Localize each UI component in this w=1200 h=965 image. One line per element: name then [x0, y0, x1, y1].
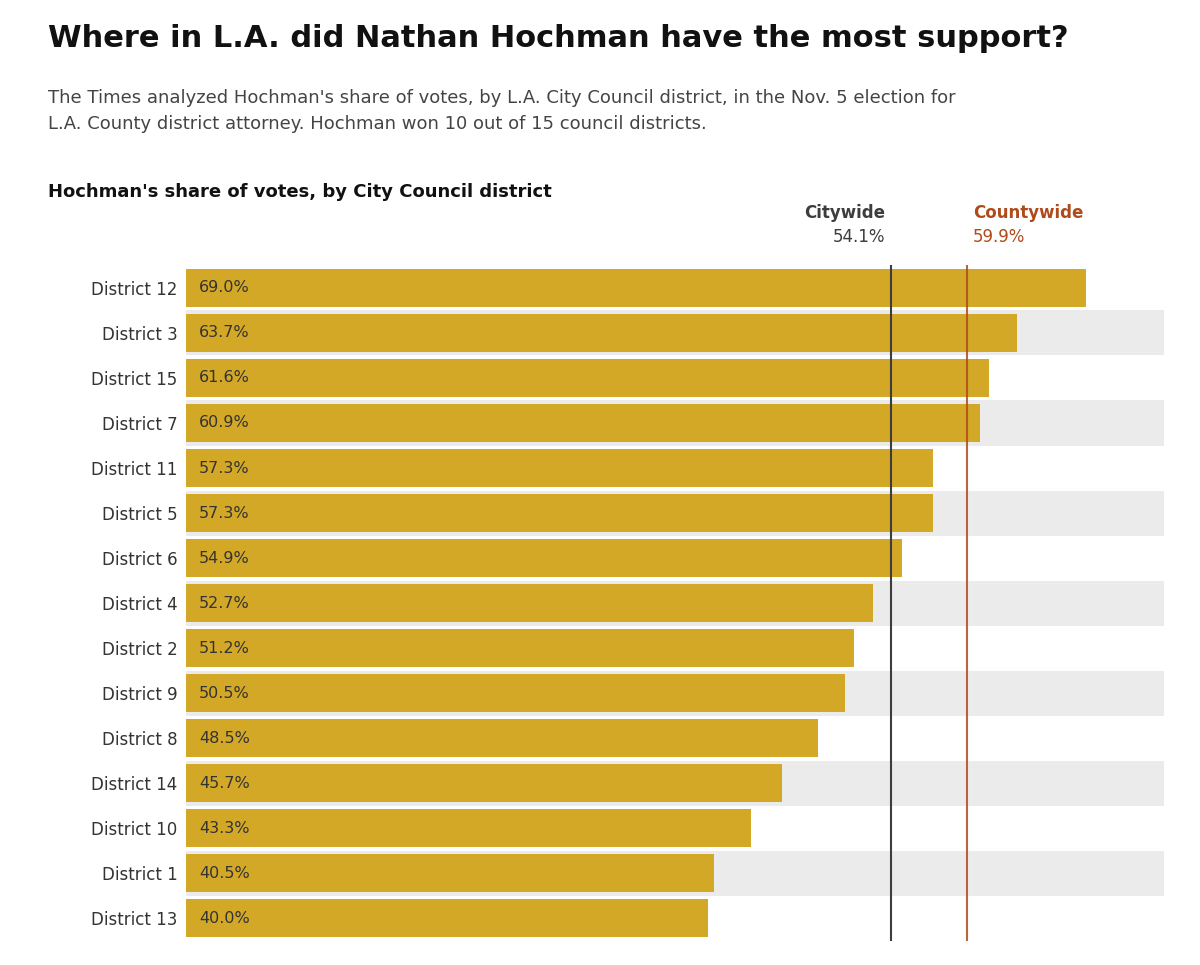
Text: 40.0%: 40.0%	[199, 911, 250, 925]
Text: 43.3%: 43.3%	[199, 821, 250, 836]
Text: 45.7%: 45.7%	[199, 776, 250, 790]
Bar	[186, 671, 1164, 716]
Bar	[186, 265, 1164, 311]
Bar	[186, 494, 934, 533]
Text: 50.5%: 50.5%	[199, 686, 250, 701]
Bar	[186, 716, 1164, 760]
Bar	[186, 896, 1164, 941]
Text: Where in L.A. did Nathan Hochman have the most support?: Where in L.A. did Nathan Hochman have th…	[48, 24, 1069, 53]
Text: 60.9%: 60.9%	[199, 416, 250, 430]
Bar	[186, 446, 1164, 490]
Text: 57.3%: 57.3%	[199, 460, 250, 476]
Bar	[186, 584, 874, 622]
Bar	[186, 809, 751, 847]
Text: Countywide: Countywide	[973, 204, 1084, 222]
Text: 51.2%: 51.2%	[199, 641, 250, 655]
Text: 40.5%: 40.5%	[199, 866, 250, 881]
Bar	[186, 490, 1164, 536]
Bar	[186, 854, 714, 893]
Bar	[186, 536, 1164, 581]
Bar	[186, 404, 980, 442]
Bar	[186, 899, 708, 938]
Bar	[186, 764, 782, 803]
Text: 48.5%: 48.5%	[199, 731, 250, 746]
Text: 54.9%: 54.9%	[199, 551, 250, 565]
Bar	[186, 629, 853, 668]
Bar	[186, 314, 1016, 352]
Bar	[186, 806, 1164, 851]
Text: 59.9%: 59.9%	[973, 228, 1026, 246]
Bar	[186, 269, 1086, 307]
Bar	[186, 538, 902, 577]
Text: 54.1%: 54.1%	[833, 228, 886, 246]
Text: 63.7%: 63.7%	[199, 325, 250, 341]
Text: The Times analyzed Hochman's share of votes, by L.A. City Council district, in t: The Times analyzed Hochman's share of vo…	[48, 89, 955, 133]
Bar	[186, 760, 1164, 806]
Bar	[186, 359, 989, 398]
Text: 69.0%: 69.0%	[199, 281, 250, 295]
Bar	[186, 719, 818, 758]
Bar	[186, 674, 845, 712]
Bar	[186, 449, 934, 487]
Text: 61.6%: 61.6%	[199, 371, 250, 385]
Bar	[186, 625, 1164, 671]
Bar	[186, 400, 1164, 446]
Bar	[186, 581, 1164, 625]
Bar	[186, 311, 1164, 355]
Text: Citywide: Citywide	[804, 204, 886, 222]
Text: 52.7%: 52.7%	[199, 595, 250, 611]
Text: Hochman's share of votes, by City Council district: Hochman's share of votes, by City Counci…	[48, 183, 552, 202]
Text: 57.3%: 57.3%	[199, 506, 250, 520]
Bar	[186, 355, 1164, 400]
Bar	[186, 851, 1164, 896]
